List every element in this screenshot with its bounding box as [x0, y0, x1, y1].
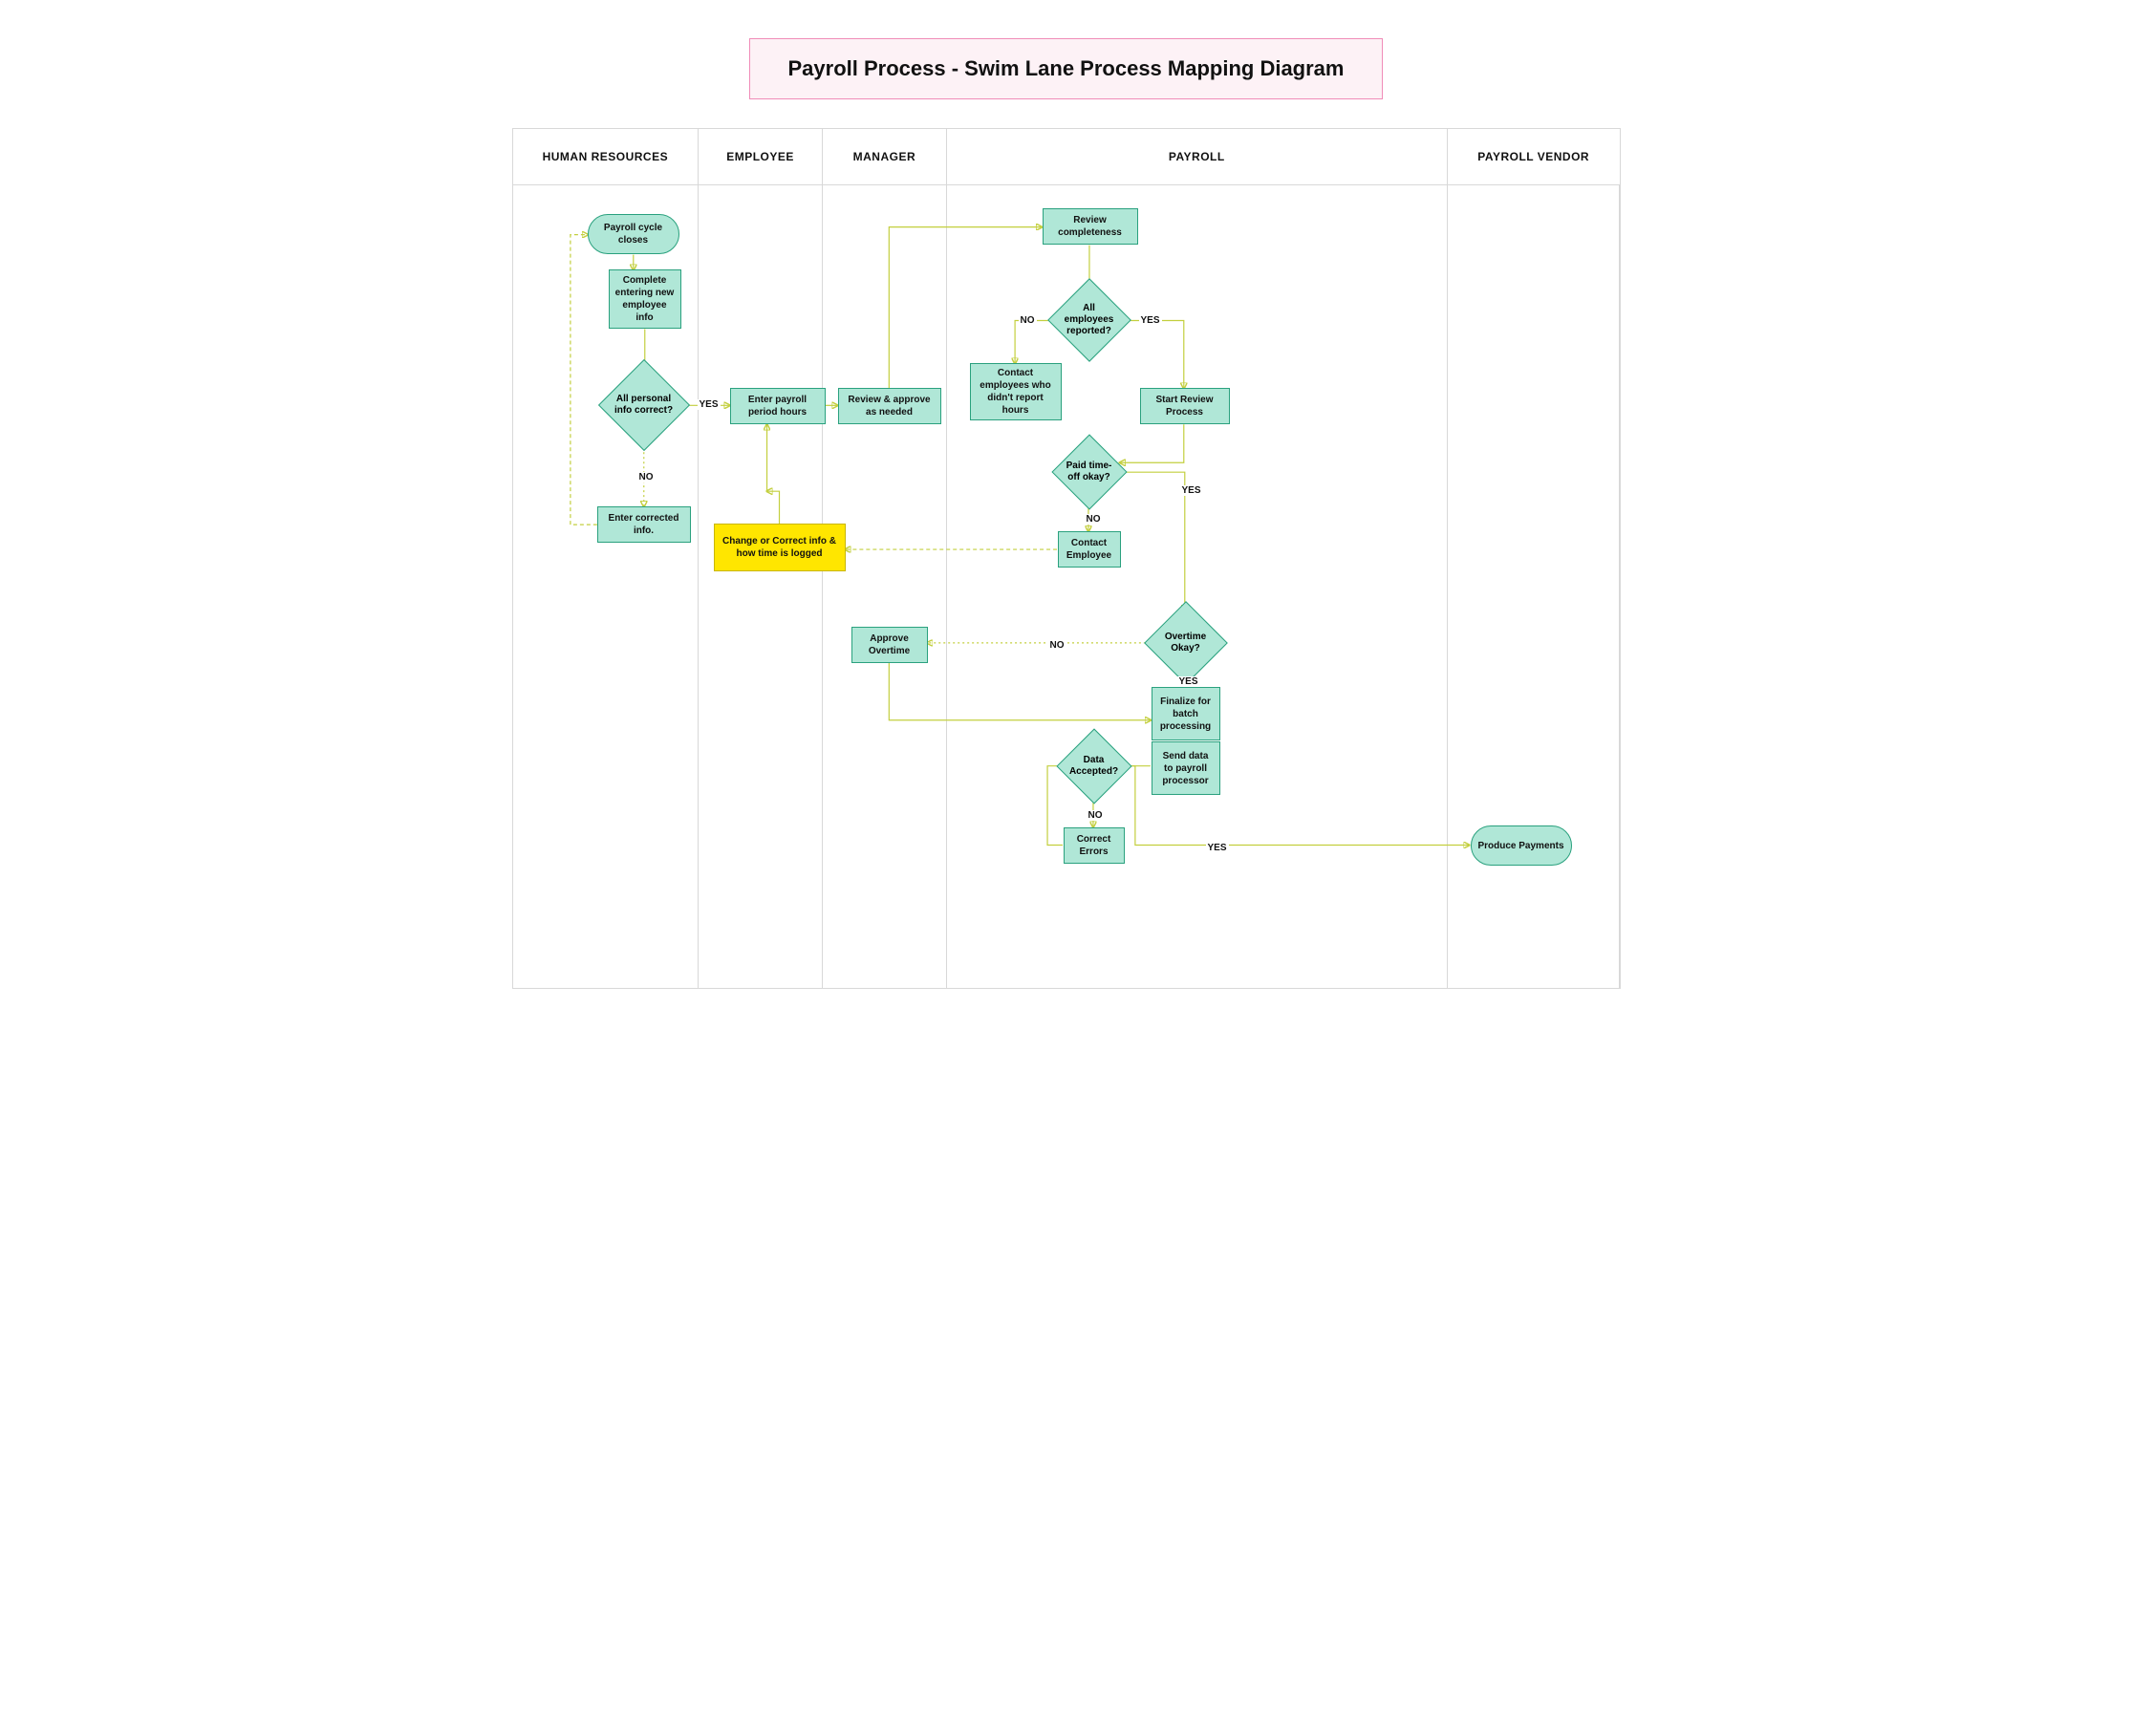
- node-emp_enter: Enter payroll period hours: [730, 388, 826, 424]
- node-pay_final: Finalize for batch processing: [1152, 687, 1220, 740]
- lane-body: Payroll cycle closes Complete entering ne…: [513, 185, 1620, 988]
- node-vendor_pay: Produce Payments: [1471, 825, 1572, 866]
- lane-header-mgr: MANAGER: [823, 129, 947, 184]
- decision-pay_dec1: All employees reported?: [1060, 290, 1119, 350]
- lane-header-emp: EMPLOYEE: [699, 129, 823, 184]
- node-pay_send: Send data to payroll processor: [1152, 741, 1220, 795]
- node-pay_review: Review completeness: [1043, 208, 1138, 245]
- edge-label-hr_dec_yes: YES: [698, 399, 721, 410]
- node-hr_correct: Enter corrected info.: [597, 506, 691, 543]
- node-mgr_review: Review & approve as needed: [838, 388, 941, 424]
- decision-pay_dec2: Paid time-off okay?: [1063, 445, 1116, 499]
- lane-col-emp: [699, 185, 823, 988]
- edge-label-hr_dec_no: NO: [637, 472, 656, 482]
- edge-label-pay_dec2_no: NO: [1085, 514, 1103, 525]
- lane-header-hr: HUMAN RESOURCES: [513, 129, 700, 184]
- edge-label-pay_dec4_yes: YES: [1206, 843, 1229, 853]
- lane-col-payroll: [947, 185, 1448, 988]
- node-pay_startrev: Start Review Process: [1140, 388, 1230, 424]
- node-pay_contact1: Contact employees who didn't report hour…: [970, 363, 1062, 420]
- edge-label-pay_dec1_no: NO: [1019, 315, 1037, 326]
- lane-col-mgr: [823, 185, 947, 988]
- lane-col-vendor: [1448, 185, 1620, 988]
- edge-label-pay_dec3_yes: YES: [1177, 676, 1200, 687]
- edge-label-pay_dec1_yes: YES: [1139, 315, 1162, 326]
- node-mgr_approve: Approve Overtime: [851, 627, 928, 663]
- decision-hr_dec: All personal info correct?: [612, 373, 677, 438]
- lane-header-vendor: PAYROLL VENDOR: [1448, 129, 1620, 184]
- node-hr_enter: Complete entering new employee info: [609, 269, 681, 329]
- node-pay_contact2: Contact Employee: [1058, 531, 1121, 568]
- edge-label-pay_dec3_no: NO: [1048, 640, 1066, 651]
- lane-header-payroll: PAYROLL: [947, 129, 1448, 184]
- edge-label-pay_dec4_no: NO: [1087, 810, 1105, 821]
- edge-label-pay_dec2_yes: YES: [1180, 485, 1203, 496]
- lane-headers: HUMAN RESOURCESEMPLOYEEMANAGERPAYROLLPAY…: [513, 129, 1620, 185]
- swimlane-diagram: HUMAN RESOURCESEMPLOYEEMANAGERPAYROLLPAY…: [512, 128, 1621, 989]
- node-start: Payroll cycle closes: [588, 214, 679, 254]
- decision-pay_dec3: Overtime Okay?: [1156, 613, 1216, 673]
- node-emp_change: Change or Correct info & how time is log…: [714, 524, 846, 571]
- diagram-title: Payroll Process - Swim Lane Process Mapp…: [749, 38, 1384, 99]
- node-pay_errors: Correct Errors: [1064, 827, 1125, 864]
- decision-pay_dec4: Data Accepted?: [1067, 739, 1121, 793]
